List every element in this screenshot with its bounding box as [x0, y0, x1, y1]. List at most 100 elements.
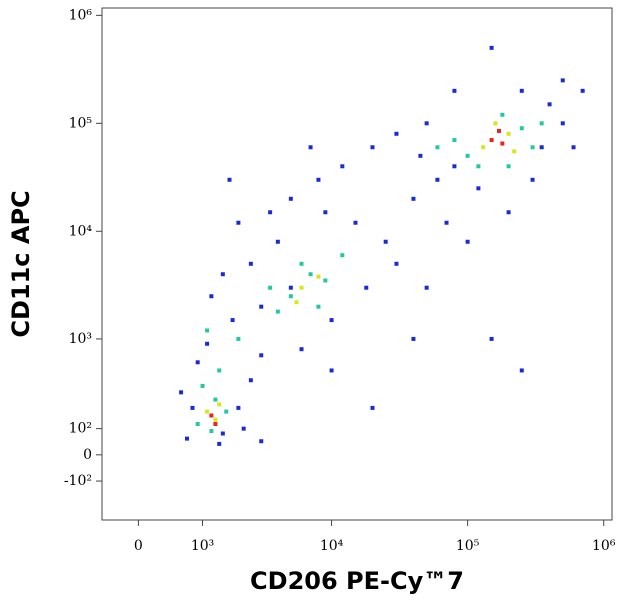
point: [489, 138, 494, 143]
point: [476, 164, 481, 169]
point: [236, 220, 241, 225]
point: [435, 145, 440, 150]
point: [213, 422, 218, 427]
point: [259, 439, 264, 444]
point: [519, 88, 524, 93]
point: [217, 368, 222, 373]
point: [383, 239, 388, 244]
point: [435, 177, 440, 182]
point: [465, 153, 470, 158]
point: [316, 304, 321, 309]
point: [241, 426, 246, 431]
point: [227, 177, 232, 182]
point: [259, 304, 264, 309]
point: [506, 210, 511, 215]
point: [539, 145, 544, 150]
point: [209, 294, 214, 299]
point: [299, 261, 304, 266]
point: [340, 164, 345, 169]
plot-frame: [101, 7, 613, 521]
point: [236, 336, 241, 341]
point: [248, 378, 253, 383]
x-tick-label: 10⁵: [456, 538, 480, 554]
y-tick-label: 10³: [69, 331, 92, 347]
point: [476, 186, 481, 191]
point: [230, 318, 235, 323]
point: [418, 153, 423, 158]
point: [288, 196, 293, 201]
point: [519, 368, 524, 373]
point: [496, 128, 501, 133]
y-tick-label: 10⁶: [69, 7, 93, 23]
point: [340, 253, 345, 258]
point: [512, 149, 517, 154]
point: [500, 141, 505, 146]
point: [465, 239, 470, 244]
x-tick-label: 10⁴: [320, 538, 344, 554]
point: [489, 45, 494, 50]
y-tick-label: 10⁴: [69, 223, 93, 239]
point: [530, 145, 535, 150]
point: [370, 405, 375, 410]
point: [506, 164, 511, 169]
point: [268, 285, 273, 290]
point: [452, 138, 457, 143]
y-tick-label: 0: [83, 447, 92, 463]
point: [424, 285, 429, 290]
point: [444, 220, 449, 225]
point: [190, 405, 195, 410]
point: [213, 397, 218, 402]
point: [424, 121, 429, 126]
point: [323, 278, 328, 283]
point: [560, 78, 565, 83]
point: [195, 360, 200, 365]
point: [217, 441, 222, 446]
point: [329, 318, 334, 323]
point: [184, 436, 189, 441]
point: [213, 417, 218, 422]
point: [539, 121, 544, 126]
point: [288, 285, 293, 290]
point: [275, 239, 280, 244]
point: [489, 336, 494, 341]
point: [316, 274, 321, 279]
point: [205, 409, 210, 414]
point: [308, 272, 313, 277]
point: [571, 145, 576, 150]
point: [580, 88, 585, 93]
y-tick-label: 10⁵: [69, 115, 93, 131]
point: [299, 285, 304, 290]
point: [370, 145, 375, 150]
point: [209, 429, 214, 434]
point: [275, 309, 280, 314]
point: [200, 383, 205, 388]
point: [288, 294, 293, 299]
point: [268, 210, 273, 215]
point: [547, 102, 552, 107]
point: [481, 145, 486, 150]
point: [394, 261, 399, 266]
point: [217, 402, 222, 407]
point: [205, 341, 210, 346]
point: [411, 336, 416, 341]
x-tick-label: 10⁶: [592, 538, 616, 554]
point: [506, 131, 511, 136]
point: [220, 431, 225, 436]
point: [236, 405, 241, 410]
point: [329, 368, 334, 373]
point: [248, 261, 253, 266]
point: [209, 413, 214, 418]
point: [394, 131, 399, 136]
point: [500, 112, 505, 117]
x-tick-label: 0: [134, 538, 143, 554]
y-tick-label: 10²: [69, 421, 92, 437]
point: [220, 272, 225, 277]
point: [205, 328, 210, 333]
point: [195, 422, 200, 427]
point: [179, 390, 184, 395]
point: [493, 121, 498, 126]
point: [364, 285, 369, 290]
point: [316, 177, 321, 182]
point: [530, 177, 535, 182]
